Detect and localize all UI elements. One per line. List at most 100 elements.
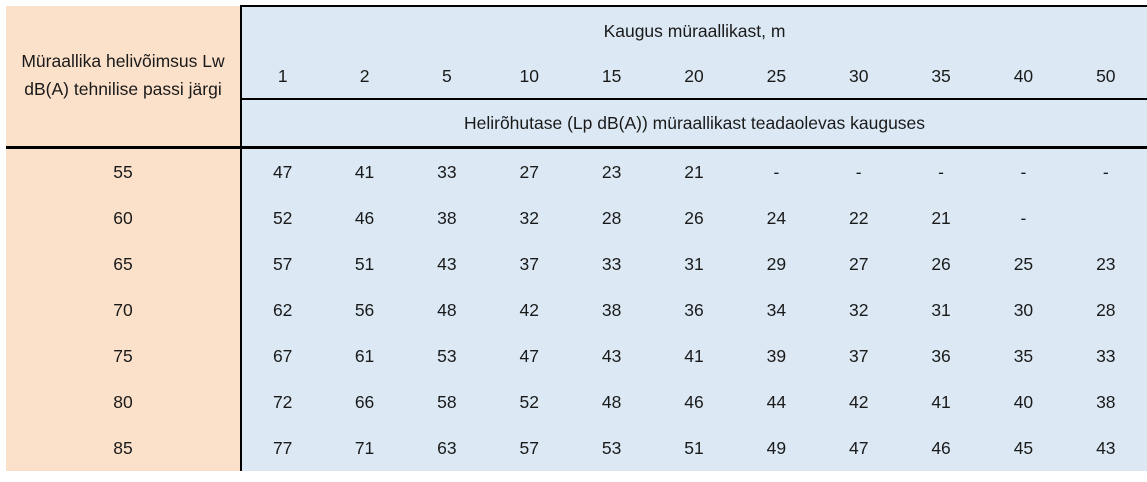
distance-header-row: 1 2 5 10 15 20 25 30 35 40 50 xyxy=(6,55,1147,100)
spl-value-cell: - xyxy=(982,147,1065,195)
distance-header-cell: 35 xyxy=(899,55,983,100)
spl-value-cell: 37 xyxy=(488,241,571,287)
spl-value-cell: 46 xyxy=(652,379,736,425)
spl-value-cell: 41 xyxy=(323,147,406,195)
spl-value-cell: 36 xyxy=(899,333,983,379)
spl-value-cell xyxy=(1064,195,1147,241)
spl-value-cell: 41 xyxy=(652,333,736,379)
spl-value-cell: 27 xyxy=(817,241,900,287)
spl-value-cell: 53 xyxy=(570,425,653,471)
spl-value-cell: 44 xyxy=(735,379,818,425)
left-corner-header: Müraallika helivõimsus Lw dB(A) tehnilis… xyxy=(6,6,243,149)
lw-row-header: 65 xyxy=(6,241,243,287)
spl-value-cell: 53 xyxy=(405,333,489,379)
spl-value-cell: - xyxy=(899,147,983,195)
spl-value-cell: 71 xyxy=(323,425,406,471)
table-row: 70 62 56 48 42 38 36 34 32 31 30 28 xyxy=(6,287,1147,333)
spl-value-cell: 51 xyxy=(323,241,406,287)
spl-value-cell: 38 xyxy=(570,287,653,333)
spl-value-cell: 33 xyxy=(1064,333,1147,379)
spl-value-cell: 46 xyxy=(899,425,983,471)
table-row: 75 67 61 53 47 43 41 39 37 36 35 33 xyxy=(6,333,1147,379)
spl-value-cell: 33 xyxy=(405,147,489,195)
spl-value-cell: 32 xyxy=(488,195,571,241)
table-row: 85 77 71 63 57 53 51 49 47 46 45 43 xyxy=(6,425,1147,471)
spl-value-cell: 51 xyxy=(652,425,736,471)
header-title-row: Müraallika helivõimsus Lw dB(A) tehnilis… xyxy=(6,5,1147,149)
spl-value-cell: 25 xyxy=(982,241,1065,287)
distance-header-cell: 10 xyxy=(488,55,571,100)
table-row: 80 72 66 58 52 48 46 44 42 41 40 38 xyxy=(6,379,1147,425)
spl-value-cell: 48 xyxy=(570,379,653,425)
spl-value-cell: 37 xyxy=(817,333,900,379)
spl-value-cell: 31 xyxy=(652,241,736,287)
spl-value-cell: 63 xyxy=(405,425,489,471)
spl-value-cell: 40 xyxy=(982,379,1065,425)
table-row: 60 52 46 38 32 28 26 24 22 21 - xyxy=(6,195,1147,241)
spl-value-cell: 58 xyxy=(405,379,489,425)
spl-value-cell: 46 xyxy=(323,195,406,241)
spl-value-cell: 26 xyxy=(652,195,736,241)
spl-value-cell: 21 xyxy=(899,195,983,241)
spl-value-cell: 45 xyxy=(982,425,1065,471)
spl-value-cell: - xyxy=(817,147,900,195)
spl-value-cell: 47 xyxy=(488,333,571,379)
spl-value-cell: 42 xyxy=(488,287,571,333)
spl-value-cell: 38 xyxy=(405,195,489,241)
spl-value-cell: 24 xyxy=(735,195,818,241)
spl-value-cell: 57 xyxy=(488,425,571,471)
spl-subtitle: Helirõhutase (Lp dB(A)) müraallikast tea… xyxy=(241,99,1147,149)
spl-value-cell: 49 xyxy=(735,425,818,471)
spl-value-cell: 48 xyxy=(405,287,489,333)
spl-value-cell: 23 xyxy=(570,147,653,195)
spl-value-cell: - xyxy=(735,147,818,195)
lw-row-header: 85 xyxy=(6,425,243,471)
spl-value-cell: 34 xyxy=(735,287,818,333)
spl-value-cell: 77 xyxy=(241,425,324,471)
spl-value-cell: 23 xyxy=(1064,241,1147,287)
table-row: 65 57 51 43 37 33 31 29 27 26 25 23 xyxy=(6,241,1147,287)
distance-header-cell: 40 xyxy=(982,55,1065,100)
spl-value-cell: 52 xyxy=(488,379,571,425)
spl-value-cell: 38 xyxy=(1064,379,1147,425)
spl-value-cell: 35 xyxy=(982,333,1065,379)
spl-value-cell: 26 xyxy=(899,241,983,287)
spl-value-cell: 66 xyxy=(323,379,406,425)
spl-value-cell: 47 xyxy=(817,425,900,471)
spl-value-cell: 56 xyxy=(323,287,406,333)
distance-header-cell: 30 xyxy=(817,55,900,100)
spl-value-cell: 33 xyxy=(570,241,653,287)
spl-value-cell: 43 xyxy=(570,333,653,379)
spl-value-cell: 41 xyxy=(899,379,983,425)
spl-value-cell: 31 xyxy=(899,287,983,333)
spl-value-cell: 32 xyxy=(817,287,900,333)
spl-value-cell: 72 xyxy=(241,379,324,425)
spl-value-cell: 30 xyxy=(982,287,1065,333)
spl-value-cell: 43 xyxy=(1064,425,1147,471)
lw-row-header: 70 xyxy=(6,287,243,333)
lw-row-header: 80 xyxy=(6,379,243,425)
spl-value-cell: 28 xyxy=(570,195,653,241)
spl-value-cell: 42 xyxy=(817,379,900,425)
distance-title: Kaugus müraallikast, m xyxy=(241,5,1147,55)
spl-value-cell: 22 xyxy=(817,195,900,241)
distance-header-cell: 15 xyxy=(570,55,653,100)
spl-value-cell: 21 xyxy=(652,147,736,195)
spl-value-cell: 61 xyxy=(323,333,406,379)
spl-value-cell: 47 xyxy=(241,147,324,195)
spl-value-cell: 28 xyxy=(1064,287,1147,333)
table-row: 55 47 41 33 27 23 21 - - - - - xyxy=(6,147,1147,195)
spl-value-cell: 52 xyxy=(241,195,324,241)
spl-value-cell: 67 xyxy=(241,333,324,379)
distance-header-cell: 50 xyxy=(1064,55,1147,100)
spl-value-cell: 36 xyxy=(652,287,736,333)
spl-value-cell: 27 xyxy=(488,147,571,195)
lw-row-header: 60 xyxy=(6,195,243,241)
distance-header-cell: 25 xyxy=(735,55,818,100)
spl-value-cell: 62 xyxy=(241,287,324,333)
spl-value-cell: - xyxy=(982,195,1065,241)
spl-value-cell: 29 xyxy=(735,241,818,287)
noise-level-table: Müraallika helivõimsus Lw dB(A) tehnilis… xyxy=(6,5,1147,471)
distance-header-cell: 20 xyxy=(652,55,736,100)
distance-header-cell: 2 xyxy=(323,55,406,100)
